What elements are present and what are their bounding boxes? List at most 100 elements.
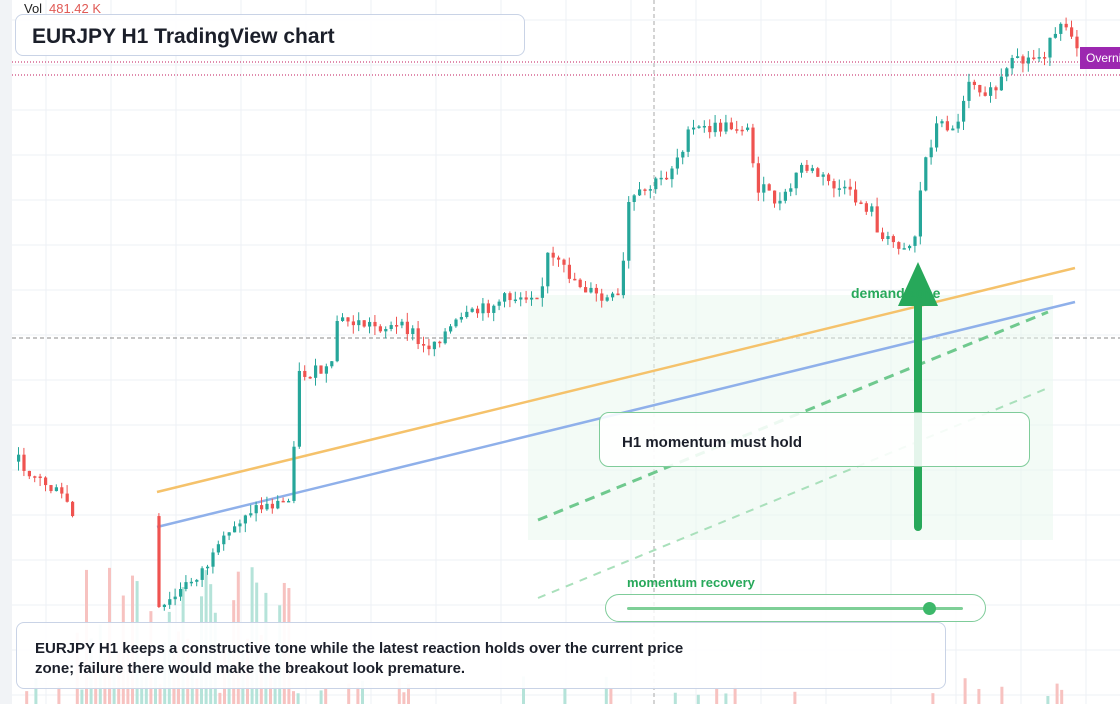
- candle-body: [206, 566, 210, 569]
- candle-body: [773, 190, 777, 204]
- candle-body: [411, 328, 415, 335]
- summary-text: EURJPY H1 keeps a constructive tone whil…: [35, 640, 684, 677]
- candle-body: [567, 264, 571, 279]
- candle-body: [319, 365, 323, 374]
- candle-body: [33, 476, 37, 478]
- candle-body: [503, 293, 507, 302]
- volume-bar: [977, 688, 981, 704]
- candle-body: [864, 203, 868, 212]
- candle-body: [492, 305, 496, 313]
- arrow-head: [898, 262, 938, 306]
- volume-label: Vol: [24, 1, 43, 16]
- candle-body: [611, 293, 615, 298]
- candle-body: [767, 184, 771, 191]
- candle-body: [368, 321, 372, 327]
- volume-bar: [356, 686, 360, 704]
- candle-body: [729, 122, 733, 130]
- candle-body: [875, 206, 879, 233]
- volume-bar: [57, 686, 61, 704]
- candle-body: [65, 493, 69, 502]
- candle-body: [389, 325, 393, 329]
- volume-bar: [715, 687, 719, 704]
- candle-body: [276, 500, 280, 509]
- candle-body: [983, 92, 987, 96]
- candle-body: [459, 317, 463, 320]
- candle-body: [54, 487, 58, 492]
- candle-body: [195, 579, 199, 582]
- candle-body: [881, 232, 885, 239]
- candle-body: [519, 297, 523, 300]
- candle-body: [1032, 57, 1036, 60]
- candle-body: [789, 188, 793, 192]
- volume-bar: [609, 688, 613, 704]
- volume-bar: [563, 688, 567, 704]
- candle-body: [373, 321, 377, 327]
- candle-body: [897, 242, 901, 249]
- candle-body: [940, 121, 944, 124]
- candle-body: [44, 477, 48, 486]
- candle-body: [238, 523, 242, 527]
- candle-body: [292, 446, 296, 501]
- candle-body: [216, 544, 220, 553]
- candle-body: [584, 287, 588, 293]
- candle-body: [870, 206, 874, 212]
- momentum-slider[interactable]: [605, 594, 986, 622]
- candle-body: [681, 151, 685, 158]
- candle-body: [859, 202, 863, 204]
- candle-body: [1026, 57, 1030, 64]
- candle-body: [60, 487, 64, 494]
- candle-body: [168, 599, 172, 605]
- candle-body: [1064, 23, 1068, 28]
- candles: [17, 17, 1079, 611]
- momentum-callout: H1 momentum must hold: [599, 412, 1030, 467]
- summary-card: EURJPY H1 keeps a constructive tone whil…: [16, 622, 946, 689]
- candle-body: [1043, 57, 1047, 59]
- candle-body: [524, 297, 528, 300]
- candle-body: [621, 260, 625, 296]
- candle-body: [989, 87, 993, 96]
- candle-body: [762, 184, 766, 193]
- volume-bar: [963, 678, 967, 704]
- candle-body: [270, 503, 274, 509]
- volume-bar: [407, 683, 410, 704]
- candle-body: [497, 301, 501, 306]
- candle-body: [935, 123, 939, 148]
- candle-body: [470, 308, 474, 312]
- volume-bar: [1060, 689, 1064, 704]
- volume-bar: [361, 680, 364, 704]
- candle-body: [17, 454, 21, 462]
- candle-body: [260, 505, 264, 510]
- candle-body: [751, 127, 755, 164]
- candle-body: [27, 470, 31, 477]
- chart-title: EURJPY H1 TradingView chart: [32, 25, 335, 48]
- candle-body: [297, 370, 301, 447]
- candle-body: [951, 128, 955, 131]
- candle-body: [341, 317, 345, 321]
- candle-body: [972, 81, 976, 85]
- candle-body: [837, 188, 841, 190]
- volume-value: 481.42 K: [49, 1, 102, 16]
- candle-body: [832, 181, 836, 189]
- volume-bar: [218, 692, 222, 704]
- candle-body: [891, 236, 895, 243]
- candle-body: [1053, 33, 1057, 38]
- volume-bar: [158, 684, 162, 704]
- candle-body: [783, 191, 787, 201]
- volume-bar: [931, 693, 935, 704]
- candle-body: [756, 163, 760, 193]
- candle-body: [227, 532, 231, 536]
- candle-body: [967, 81, 971, 101]
- candle-body: [746, 127, 750, 130]
- candle-body: [670, 168, 674, 180]
- candle-body: [335, 320, 339, 362]
- candle-body: [200, 568, 204, 580]
- volume-bar: [324, 688, 328, 704]
- candle-body: [843, 186, 847, 189]
- momentum-slider-thumb[interactable]: [923, 602, 937, 615]
- candle-body: [157, 516, 161, 608]
- candle-body: [476, 308, 480, 314]
- candle-body: [794, 172, 798, 189]
- candle-body: [697, 126, 701, 128]
- candle-body: [454, 319, 458, 327]
